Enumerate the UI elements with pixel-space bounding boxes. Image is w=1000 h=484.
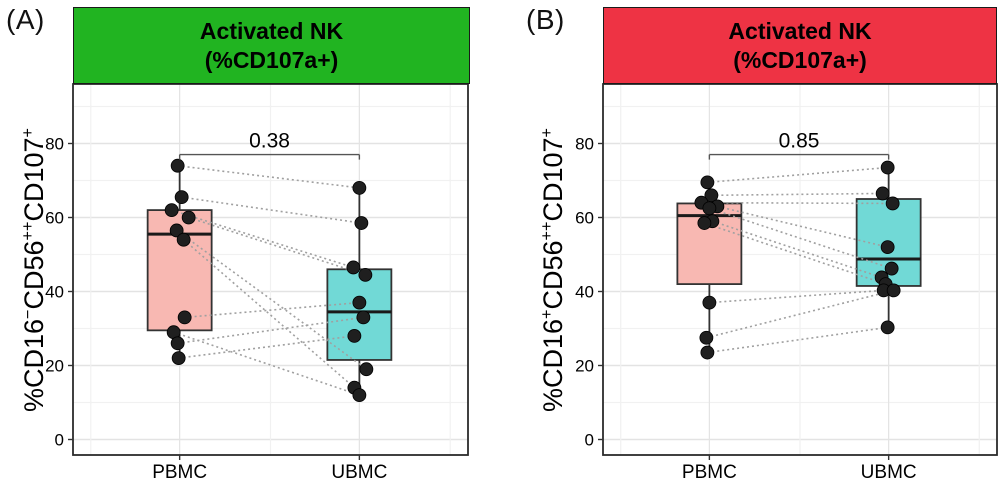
data-point-pbmc xyxy=(164,203,179,218)
pair-line xyxy=(188,216,366,276)
data-point-ubmc xyxy=(347,328,362,343)
pair-line xyxy=(176,229,367,370)
ylabel-text: CD107 xyxy=(538,136,568,222)
ylabel-superscript: + xyxy=(19,127,37,137)
y-tick-label: 40 xyxy=(575,283,594,302)
panel-a-header: Activated NK (%CD107a+) xyxy=(73,7,470,84)
pair-line xyxy=(706,289,894,339)
ylabel-superscript: + xyxy=(538,127,556,137)
x-category-label-pbmc: PBMC xyxy=(682,462,737,483)
y-tick-label: 20 xyxy=(45,357,64,376)
panel-b-title-line1: Activated NK xyxy=(728,17,872,44)
data-point-pbmc xyxy=(699,330,714,345)
y-tick-label: 20 xyxy=(575,357,594,376)
data-point-ubmc xyxy=(354,216,369,230)
data-point-pbmc xyxy=(169,223,184,238)
pair-line xyxy=(704,222,886,285)
data-point-ubmc xyxy=(880,160,895,175)
panel-b-border xyxy=(602,83,998,456)
panel-b-title-line2: (%CD107a+) xyxy=(733,46,867,73)
pair-line xyxy=(171,209,354,269)
data-point-ubmc xyxy=(880,320,895,335)
panel-b-y-axis-label: %CD16+CD56++CD107+ xyxy=(531,70,568,470)
ylabel-text: CD56 xyxy=(538,239,568,309)
pair-line xyxy=(177,316,364,345)
panel-b-header: Activated NK (%CD107a+) xyxy=(603,7,997,84)
ylabel-text: %CD16 xyxy=(19,318,49,412)
y-tick-label: 60 xyxy=(45,209,64,228)
data-point-ubmc xyxy=(352,180,367,195)
data-point-pbmc xyxy=(702,295,717,310)
data-point-pbmc xyxy=(181,210,196,225)
data-point-ubmc xyxy=(880,240,895,255)
data-point-ubmc xyxy=(885,196,900,211)
p-value-label: 0.38 xyxy=(249,130,290,153)
pair-line xyxy=(711,192,883,197)
x-category-label-ubmc: UBMC xyxy=(861,462,917,483)
ylabel-text: %CD16 xyxy=(538,318,568,412)
data-point-ubmc xyxy=(359,362,374,377)
pair-line xyxy=(707,326,888,354)
y-tick-label: 40 xyxy=(45,283,64,302)
ylabel-superscript: + xyxy=(538,308,556,319)
ylabel-superscript: ++ xyxy=(19,221,37,240)
data-point-pbmc xyxy=(176,232,191,247)
panel-a-tag: (A) xyxy=(6,4,45,35)
y-tick-label: 80 xyxy=(45,135,64,154)
data-point-pbmc xyxy=(697,216,712,230)
panel-a-title-line2: (%CD107a+) xyxy=(204,46,339,73)
x-category-label-ubmc: UBMC xyxy=(331,462,387,483)
pair-line xyxy=(709,207,892,270)
data-point-ubmc xyxy=(358,267,373,282)
pair-line xyxy=(177,164,360,189)
ylabel-text: CD107 xyxy=(19,136,49,222)
panel-b-tag: (B) xyxy=(526,4,565,35)
x-category-label-pbmc: PBMC xyxy=(152,462,207,483)
data-point-pbmc xyxy=(700,175,715,190)
data-point-ubmc xyxy=(875,186,890,201)
data-point-ubmc xyxy=(346,260,361,275)
ylabel-text: CD56 xyxy=(19,239,49,309)
y-tick-label: 0 xyxy=(55,431,64,450)
data-point-pbmc xyxy=(170,158,185,173)
panel-a-border xyxy=(72,83,469,456)
pair-line xyxy=(707,166,888,184)
y-tick-label: 80 xyxy=(575,135,594,154)
ylabel-superscript: ++ xyxy=(538,221,556,240)
pair-line xyxy=(709,289,884,304)
data-point-ubmc xyxy=(352,388,367,403)
data-point-ubmc xyxy=(352,295,367,310)
panel-a-y-axis-label: %CD16−CD56++CD107+ xyxy=(12,70,49,470)
data-point-pbmc xyxy=(700,345,715,360)
pair-line xyxy=(701,201,893,205)
data-point-pbmc xyxy=(170,336,185,351)
data-point-ubmc xyxy=(886,283,901,298)
data-point-pbmc xyxy=(177,310,192,325)
pair-line xyxy=(184,301,360,319)
ylabel-superscript: − xyxy=(19,308,37,319)
y-tick-label: 60 xyxy=(575,209,594,228)
p-value-label: 0.85 xyxy=(779,130,820,153)
pair-line xyxy=(717,205,888,248)
panel-a-title-line1: Activated NK xyxy=(199,17,344,44)
data-point-pbmc xyxy=(171,351,186,366)
data-point-ubmc xyxy=(884,261,899,276)
data-point-ubmc xyxy=(356,310,371,325)
y-tick-label: 0 xyxy=(585,431,594,450)
pair-line xyxy=(181,196,362,224)
data-point-pbmc xyxy=(702,201,717,216)
data-point-pbmc xyxy=(174,190,189,205)
